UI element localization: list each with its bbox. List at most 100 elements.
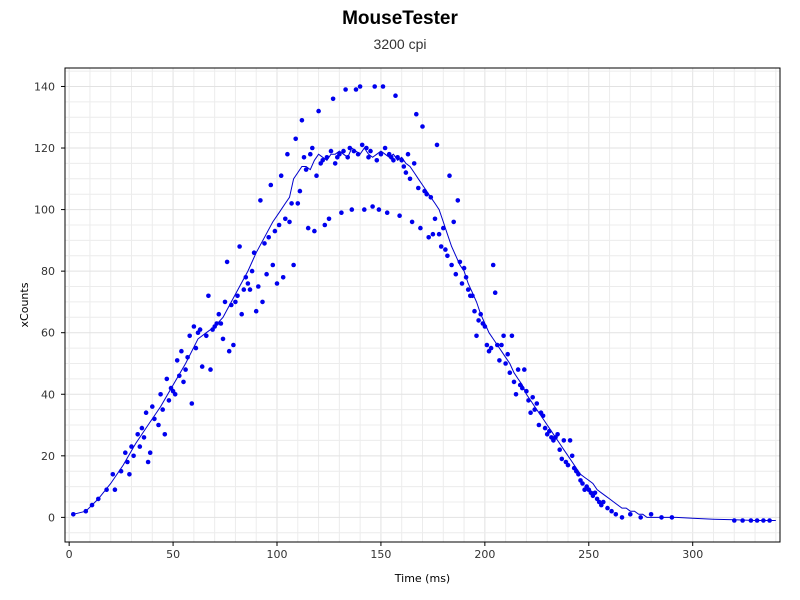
data-point — [222, 299, 228, 305]
data-point — [164, 376, 170, 382]
data-point — [343, 87, 348, 92]
data-point — [515, 367, 521, 372]
data-point — [605, 505, 610, 511]
data-point — [301, 155, 307, 160]
data-point — [253, 308, 259, 314]
data-point — [449, 262, 454, 268]
data-point — [208, 367, 213, 372]
data-point — [143, 410, 149, 416]
data-point — [191, 324, 197, 329]
data-point — [453, 271, 459, 277]
data-point — [218, 321, 224, 326]
data-point — [264, 271, 269, 277]
data-point — [470, 293, 475, 299]
data-point — [214, 321, 219, 326]
data-point — [547, 428, 552, 434]
data-point — [145, 459, 151, 465]
data-point — [536, 422, 542, 428]
data-point — [199, 364, 205, 369]
data-point — [83, 508, 89, 514]
data-point — [160, 407, 165, 412]
data-point — [341, 148, 346, 154]
data-point — [345, 155, 351, 160]
data-point — [270, 262, 276, 268]
data-point — [372, 84, 378, 89]
data-point — [137, 444, 143, 449]
data-point — [407, 176, 413, 182]
data-point — [112, 487, 118, 493]
data-point — [260, 299, 265, 305]
data-point — [436, 231, 442, 237]
data-point — [416, 185, 421, 191]
data-point — [156, 422, 161, 428]
data-point — [592, 490, 598, 496]
data-point — [447, 173, 452, 178]
data-point — [526, 398, 531, 403]
data-point — [235, 293, 240, 299]
data-point — [393, 93, 398, 98]
data-point — [268, 182, 274, 188]
data-point — [559, 456, 565, 462]
data-point — [278, 173, 284, 178]
data-point — [532, 407, 537, 412]
data-point — [434, 142, 440, 148]
data-point — [397, 213, 402, 218]
data-point — [472, 308, 477, 314]
data-point — [438, 244, 444, 249]
data-point — [509, 333, 515, 339]
y-tick-label: 0 — [48, 511, 55, 524]
data-point — [226, 348, 232, 354]
x-tick-label: 250 — [578, 548, 599, 561]
data-point — [628, 512, 633, 517]
data-point — [501, 333, 506, 339]
data-point — [669, 515, 675, 520]
data-point — [511, 379, 517, 385]
data-point — [139, 425, 145, 431]
grid-lines — [65, 68, 780, 542]
data-point — [135, 432, 140, 437]
data-point — [332, 161, 338, 166]
data-point — [457, 259, 463, 265]
data-point — [177, 373, 182, 379]
data-point — [378, 151, 384, 157]
y-axis-ticks: 0 20 40 60 80 100 120 140 — [34, 80, 65, 524]
data-point — [476, 318, 481, 323]
data-point — [474, 333, 479, 339]
data-point — [484, 342, 490, 348]
data-point — [249, 268, 255, 274]
data-point — [411, 161, 417, 166]
data-point — [289, 201, 294, 206]
data-point — [459, 281, 465, 286]
data-point — [376, 207, 382, 212]
data-point — [451, 219, 457, 225]
data-point — [247, 287, 253, 292]
y-tick-label: 60 — [41, 327, 55, 340]
data-point — [561, 438, 567, 443]
y-tick-label: 80 — [41, 265, 55, 278]
data-point — [420, 124, 425, 129]
data-point — [740, 518, 745, 523]
data-point — [330, 96, 336, 102]
data-point — [231, 342, 236, 348]
data-point — [314, 173, 319, 178]
x-axis-ticks: 0 50 100 150 200 250 300 — [66, 542, 703, 561]
data-point — [555, 432, 560, 437]
data-point — [767, 518, 772, 523]
data-point — [382, 145, 388, 151]
data-point — [619, 515, 625, 520]
data-point — [497, 358, 502, 363]
data-point — [528, 410, 533, 416]
data-point — [443, 247, 448, 252]
data-point — [395, 155, 400, 160]
data-point — [285, 151, 290, 157]
data-point — [754, 518, 760, 523]
data-point — [569, 453, 575, 459]
data-point — [162, 432, 168, 437]
data-point — [110, 472, 116, 477]
data-point — [251, 250, 257, 255]
data-point — [129, 444, 134, 449]
data-point — [89, 502, 95, 508]
chart-subtitle: 3200 cpi — [373, 36, 427, 52]
plot-frame — [64, 67, 781, 543]
data-point — [185, 355, 190, 360]
